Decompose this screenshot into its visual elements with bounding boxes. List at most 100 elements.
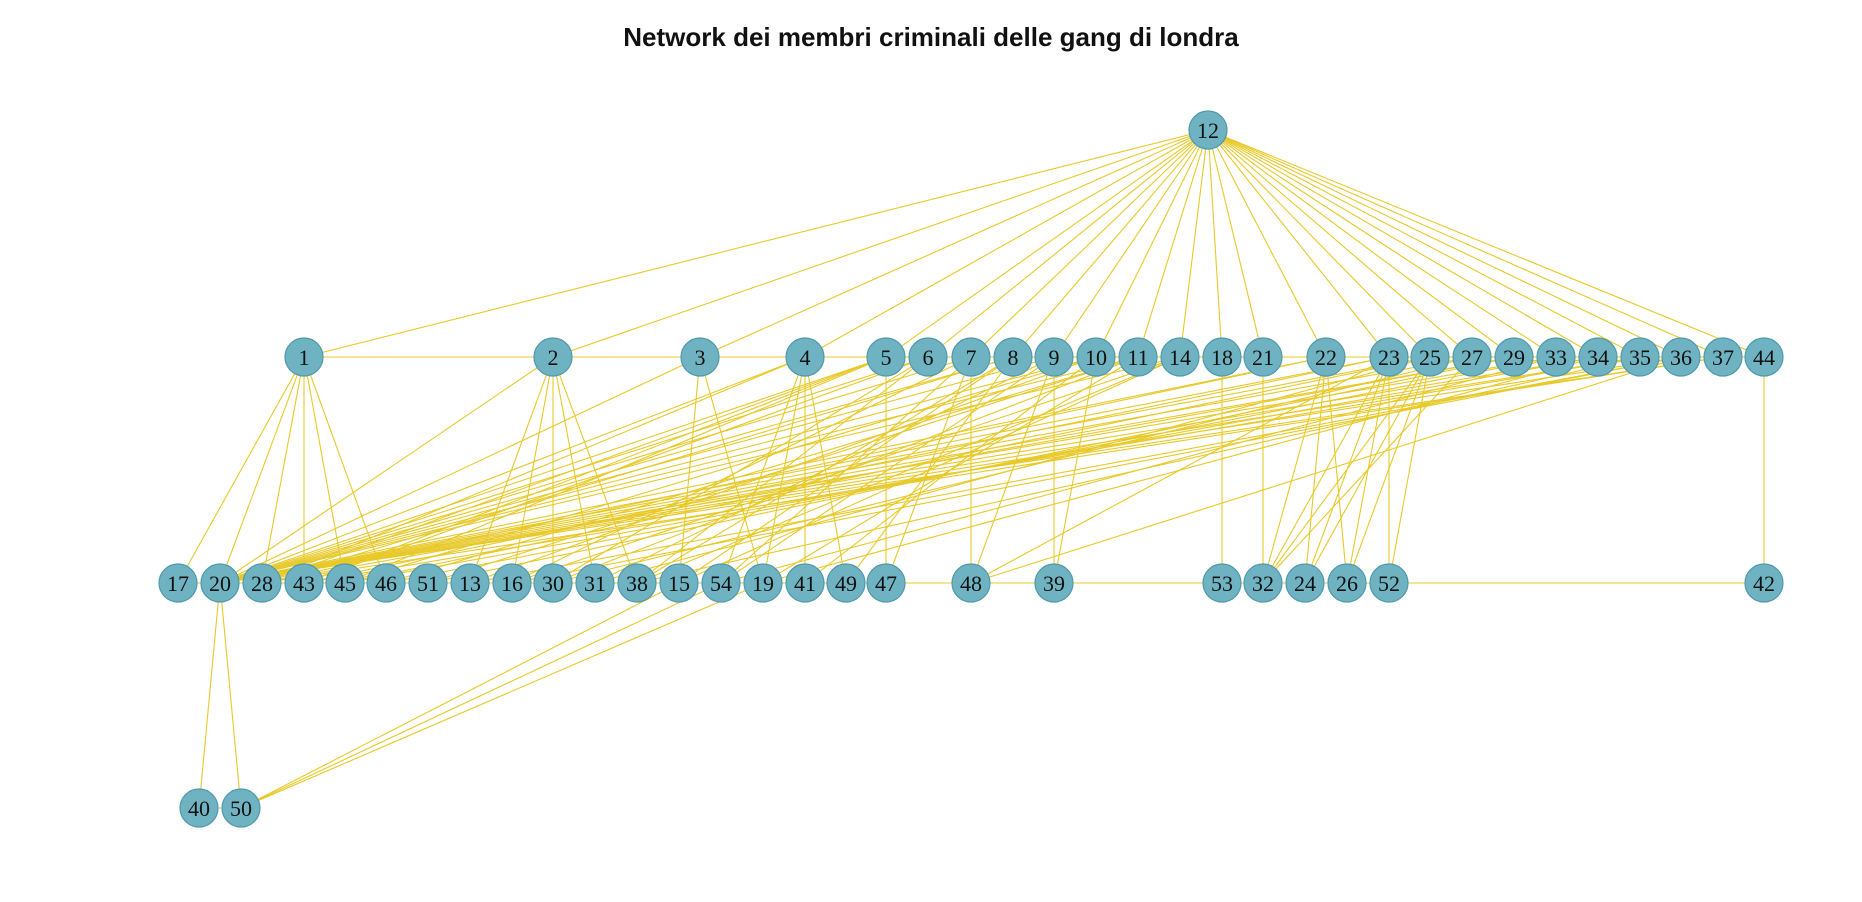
node-circle [284,563,324,603]
edge-22-28 [261,356,1327,584]
node-circle [785,563,825,603]
node-25: 25 [1410,337,1450,377]
node-45: 45 [325,563,365,603]
node-52: 52 [1369,563,1409,603]
edge-12-27 [1207,129,1473,358]
edge-12-9 [1053,129,1209,358]
edge-3-20 [219,356,701,584]
node-26: 26 [1327,563,1367,603]
node-30: 30 [533,563,573,603]
node-37: 37 [1703,337,1743,377]
diagram-title: Network dei membri criminali delle gang … [623,22,1239,52]
edge-33-20 [219,356,1557,584]
node-circle [533,337,573,377]
edge-25-32 [1262,356,1431,584]
node-circle [1202,337,1242,377]
node-label: 19 [752,571,774,596]
node-circle [221,788,261,828]
node-label: 25 [1419,345,1441,370]
node-circle [680,337,720,377]
node-35: 35 [1620,337,1660,377]
node-label: 38 [626,571,648,596]
node-circle [1578,337,1618,377]
node-circle [575,563,615,603]
node-17: 17 [158,563,198,603]
node-circle [1703,337,1743,377]
node-circle [866,337,906,377]
edge-23-20 [219,356,1390,584]
node-label: 46 [375,571,397,596]
node-circle [200,563,240,603]
edge-14-20 [219,356,1181,584]
edge-12-7 [970,129,1209,358]
node-circle [1160,337,1200,377]
node-label: 5 [881,345,892,370]
edge-12-14 [1179,129,1209,358]
node-circle [158,563,198,603]
edge-37-28 [261,356,1724,584]
edge-36-20 [219,356,1682,584]
node-27: 27 [1452,337,1492,377]
edge-50-54 [240,582,722,809]
node-label: 35 [1629,345,1651,370]
node-label: 37 [1712,345,1734,370]
node-6: 6 [908,337,948,377]
edge-35-20 [219,356,1641,584]
node-label: 42 [1753,571,1775,596]
node-20: 20 [200,563,240,603]
edge-1-17 [177,356,305,584]
node-label: 47 [875,571,897,596]
node-7: 7 [951,337,991,377]
node-13: 13 [450,563,490,603]
node-circle [1285,563,1325,603]
node-label: 13 [459,571,481,596]
node-circle [1034,337,1074,377]
node-3: 3 [680,337,720,377]
node-43: 43 [284,563,324,603]
edge-50-19 [240,582,764,809]
node-50: 50 [221,788,261,828]
node-label: 2 [548,345,559,370]
node-label: 29 [1503,345,1525,370]
node-circle [1369,337,1409,377]
node-label: 51 [417,571,439,596]
node-28: 28 [242,563,282,603]
edge-34-20 [219,356,1599,584]
node-circle [1076,337,1116,377]
edge-36-16 [511,356,1682,584]
node-circle [492,563,532,603]
node-label: 52 [1378,571,1400,596]
edge-12-18 [1207,129,1223,358]
node-41: 41 [785,563,825,603]
node-label: 14 [1169,345,1191,370]
edge-12-23 [1207,129,1390,358]
node-label: 33 [1545,345,1567,370]
edge-12-4 [804,129,1209,358]
node-33: 33 [1536,337,1576,377]
node-label: 22 [1315,345,1337,370]
edge-12-22 [1207,129,1327,358]
edge-12-35 [1207,129,1641,358]
edge-12-37 [1207,129,1724,358]
node-label: 3 [695,345,706,370]
node-circle [866,563,906,603]
nodes-layer: 121 2 3 4 5 6 7 8 9 10 11 14 18 21 22 23 25 27 29 33 34 35 36 3… [158,110,1784,828]
node-34: 34 [1578,337,1618,377]
node-label: 54 [710,571,732,596]
node-46: 46 [366,563,406,603]
node-12: 12 [1188,110,1228,150]
edge-12-1 [303,129,1209,358]
node-23: 23 [1369,337,1409,377]
node-label: 11 [1127,345,1148,370]
node-circle [1118,337,1158,377]
node-39: 39 [1034,563,1074,603]
node-22: 22 [1306,337,1346,377]
edge-9-20 [219,356,1055,584]
edge-11-46 [385,356,1139,584]
node-42: 42 [1744,563,1784,603]
edge-34-19 [762,356,1599,584]
edge-22-26 [1325,356,1348,584]
node-47: 47 [866,563,906,603]
edge-7-20 [219,356,972,584]
node-19: 19 [743,563,783,603]
